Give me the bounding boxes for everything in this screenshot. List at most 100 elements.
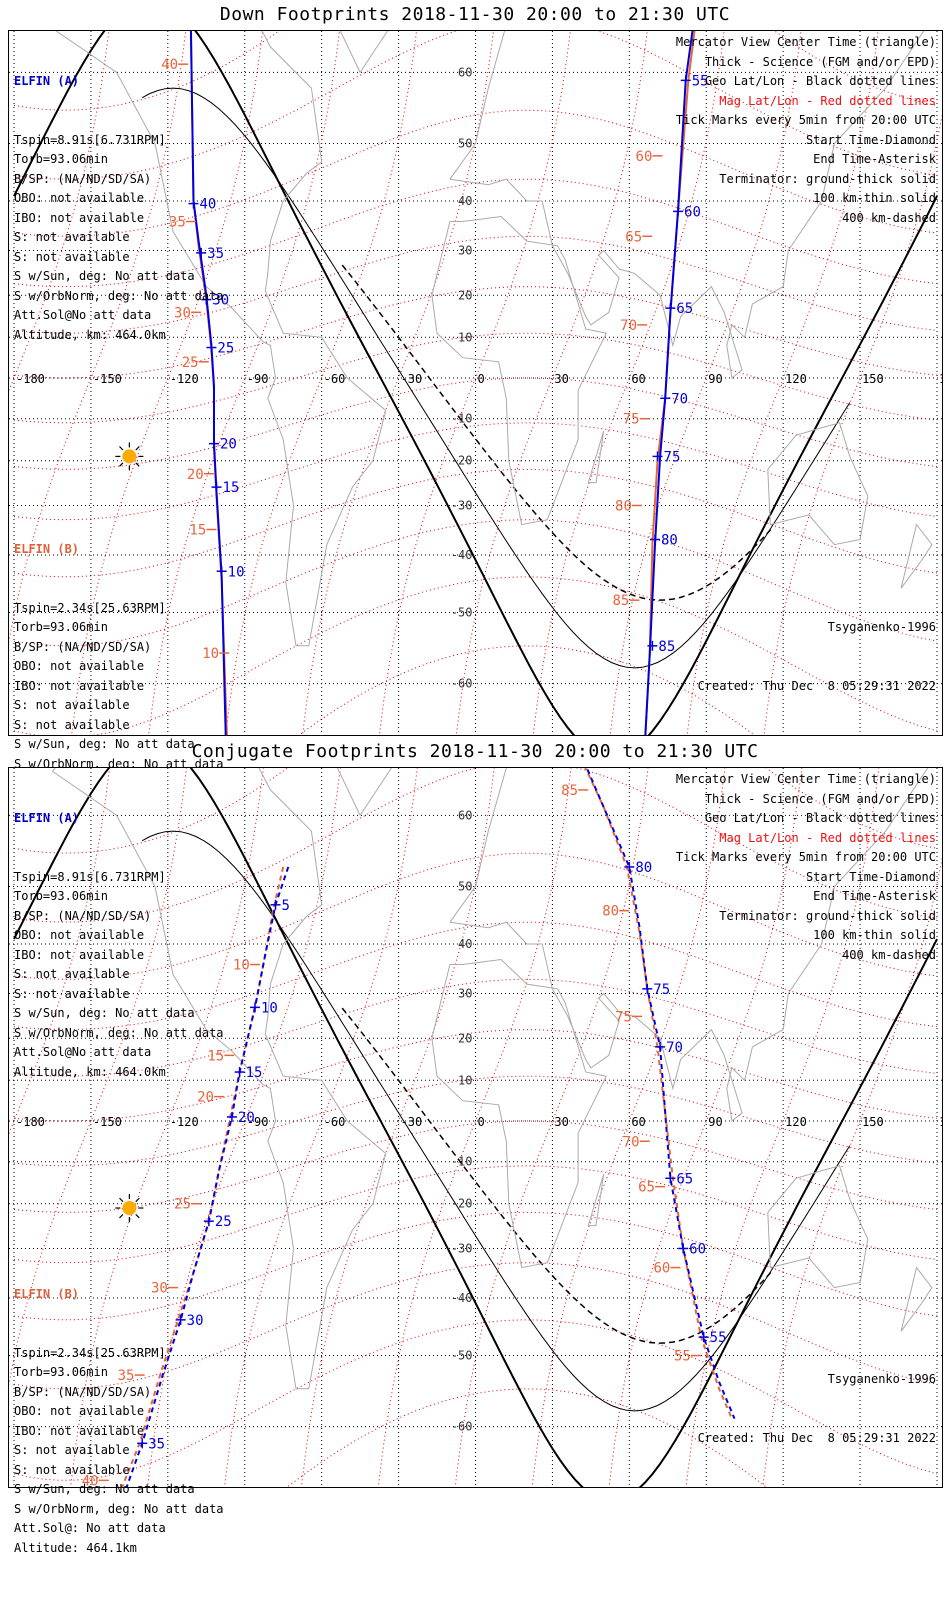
mag-meridian	[686, 31, 879, 735]
lon-tick-label: -60	[324, 372, 346, 386]
info-line: Altitude, km: 464.0km	[14, 1064, 166, 1079]
legend-line: Mag Lat/Lon - Red dotted lines	[719, 93, 936, 108]
mag-meridian	[377, 768, 572, 1487]
track-a-tick-label: 65	[676, 1171, 693, 1187]
track-a-tick-label: 60	[684, 204, 701, 220]
sun-ray	[135, 1213, 140, 1219]
info-line: IBO: not available	[14, 947, 145, 962]
track-b-tick-label: 25	[174, 1197, 191, 1213]
legend-down: Mercator View Center Time (triangle) Thic…	[676, 33, 936, 228]
lat-tick-label: 40	[458, 937, 472, 951]
lat-tick-label: -30	[451, 1241, 473, 1255]
lat-tick-label: 10	[458, 1073, 472, 1087]
coastline	[449, 768, 929, 1122]
lon-tick-label: 90	[708, 372, 722, 386]
mag-parallel	[13, 332, 938, 424]
info-line: Torb=93.06min	[14, 1365, 108, 1379]
lat-tick-label: 50	[458, 136, 472, 150]
sun-ray	[119, 446, 124, 451]
mag-parallel	[13, 422, 938, 521]
track-b-tick-label: 70	[620, 318, 637, 334]
lat-tick-label: -30	[451, 498, 473, 512]
track-a-tick-label: 70	[671, 391, 688, 407]
lon-tick-label: -120	[170, 1115, 199, 1129]
lon-tick-label: -30	[401, 1115, 423, 1129]
elfin-b-header: ELFIN (B)	[14, 542, 80, 556]
track-b-tick-label: 35	[118, 1368, 135, 1384]
track-b-tick-label: 80	[615, 498, 632, 514]
elfin-a-lines: Tspin=8.91s[6.731RPM] Torb=93.06min B/SP: …	[14, 131, 224, 346]
track-a-tick-label: 55	[710, 1330, 727, 1346]
lon-tick-label: 0	[478, 372, 485, 386]
info-line: IBO: not available	[14, 678, 145, 693]
info-line: Att.Sol@No att data	[14, 1045, 152, 1059]
info-line: Att.Sol@: No att data	[14, 1521, 166, 1535]
track-a-tick-label: 15	[246, 1065, 263, 1081]
legend-conj: Mercator View Center Time (triangle) Thic…	[676, 770, 936, 965]
track-a-tick-label: 30	[212, 293, 229, 309]
lon-tick-label: 30	[554, 1115, 568, 1129]
info-line: S: not available	[14, 967, 130, 981]
track-b-tick-label: 25	[182, 355, 199, 371]
info-line: S w/OrbNorm, deg: No att data	[14, 1501, 224, 1516]
legend-line: Mag Lat/Lon - Red dotted lines	[719, 830, 936, 845]
legend-line: Geo Lat/Lon - Black dotted lines	[704, 811, 936, 825]
mag-meridian	[609, 31, 802, 735]
track-b-tick-label: 85	[561, 783, 578, 799]
track-b-tick-label: 35	[169, 215, 186, 231]
info-line: S: not available	[14, 1443, 130, 1457]
track-a-tick-label: 10	[228, 564, 245, 580]
lon-tick-label: 30	[554, 372, 568, 386]
lat-tick-label: 60	[458, 808, 472, 822]
track-a-tick-label: 25	[217, 341, 234, 357]
mag-parallel	[13, 1120, 938, 1213]
track-b-tick-label: 65	[638, 1180, 655, 1196]
legend-line: Terminator: ground-thick solid	[719, 171, 936, 186]
lon-tick-label: 150	[862, 1115, 884, 1129]
track-a-east	[644, 31, 694, 735]
mag-parallel	[13, 1075, 938, 1167]
legend-line: Start Time-Diamond	[805, 132, 936, 147]
mag-parallel	[13, 768, 938, 854]
legend-line: Mercator View Center Time (triangle)	[675, 772, 936, 786]
mag-meridian	[608, 768, 803, 1487]
lat-tick-label: -60	[451, 1420, 473, 1434]
lon-tick-label: -120	[170, 372, 199, 386]
track-a-tick-label: 85	[658, 639, 675, 655]
lat-tick-label: -40	[451, 548, 473, 562]
created-stamp: Created: Thu Dec 8 05:29:31 2022	[697, 678, 936, 693]
track-b-tick-label: 60	[636, 149, 653, 165]
legend-line: Mercator View Center Time (triangle)	[675, 35, 936, 49]
track-a-tick-label: 20	[220, 437, 237, 453]
track-a-tick-label: 75	[664, 449, 681, 465]
track-b-tick-label: 15	[207, 1048, 224, 1064]
track-a-tick-label: 15	[223, 480, 240, 496]
track-b-tick-label: 60	[653, 1261, 670, 1277]
legend-line: Thick - Science (FGM and/or EPD)	[704, 54, 936, 69]
track-a-tick-label: 5	[282, 898, 290, 914]
sun-ray	[119, 1213, 124, 1219]
coastline	[900, 523, 933, 589]
elfin-a-info-down: ELFIN (A) Tspin=8.91s[6.731RPM] Torb=93.0…	[14, 33, 224, 384]
track-a-tick-label: 80	[661, 533, 678, 549]
track-b-tick-label: 40	[161, 57, 178, 73]
info-line: S: not available	[14, 230, 130, 244]
lon-tick-label: 120	[785, 1115, 807, 1129]
track-b-tick-label: 85	[612, 593, 629, 609]
coastline	[431, 958, 608, 1269]
track-a-tick-label: 20	[238, 1110, 255, 1126]
lon-tick-label: 60	[631, 372, 645, 386]
legend-line: End Time-Asterisk	[813, 152, 936, 166]
mag-meridian	[762, 856, 942, 1487]
track-b-tick-label: 40	[82, 1473, 99, 1487]
down-panel-title: Down Footprints 2018-11-30 20:00 to 21:3…	[219, 4, 731, 25]
track-a-tick-label: 25	[215, 1214, 232, 1230]
sun-ray	[135, 1197, 140, 1203]
track-b-tick-label: 70	[623, 1134, 640, 1150]
elfin-b-lines: Tspin=2.34s[25.63RPM] Torb=93.06min B/SP: …	[14, 1344, 224, 1559]
track-a-tick-label: 75	[653, 982, 670, 998]
info-line: Altitude, km: 464.0km	[14, 327, 166, 342]
coastline	[767, 1165, 869, 1289]
info-line: Tspin=8.91s[6.731RPM]	[14, 132, 166, 147]
mag-parallel	[13, 1262, 938, 1390]
